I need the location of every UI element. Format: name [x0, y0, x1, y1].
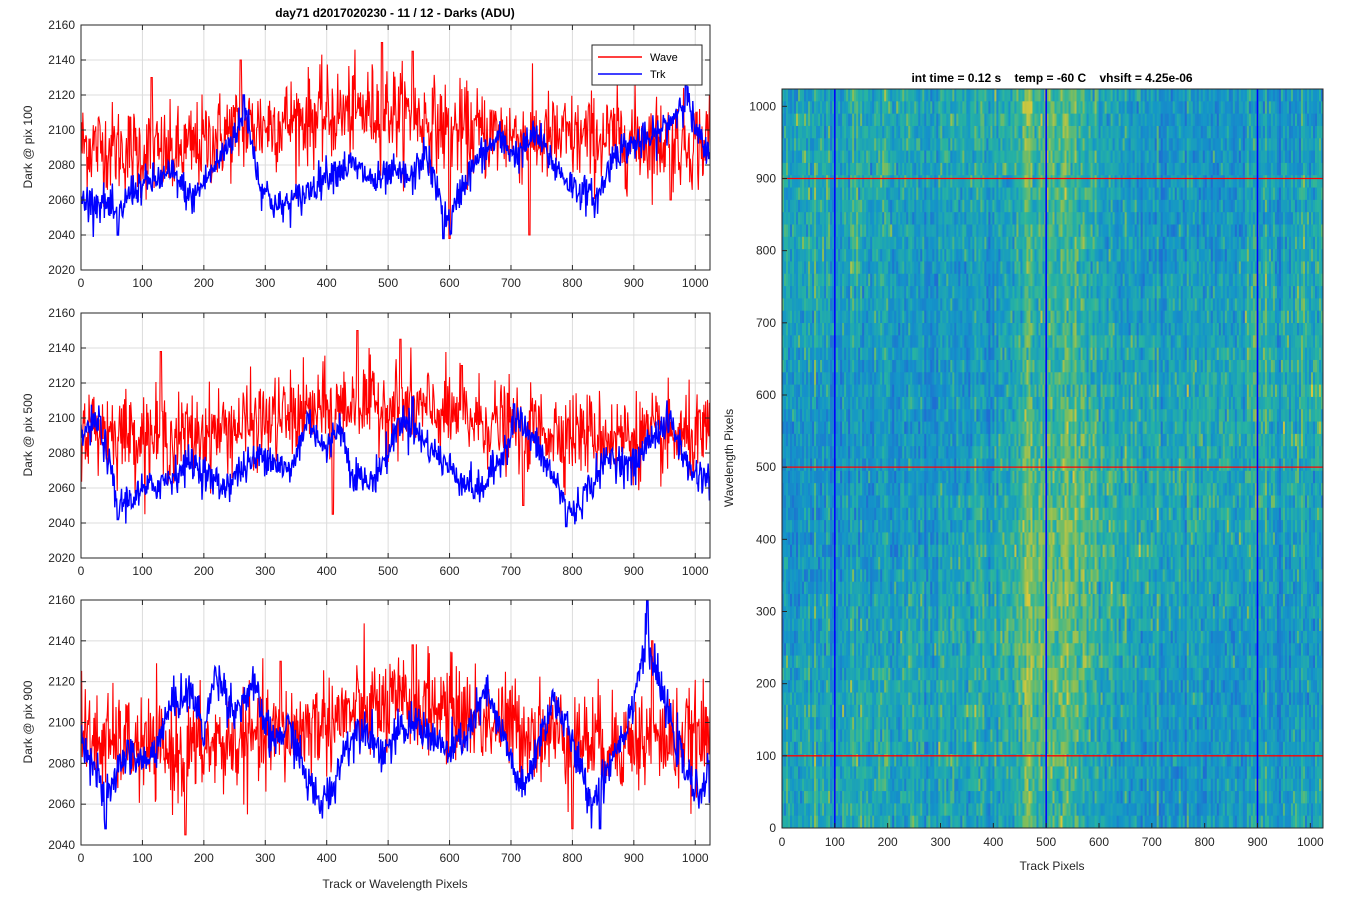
y-tick-label: 2160: [48, 593, 75, 607]
x-tick-label: 900: [624, 276, 644, 290]
legend-box: [592, 45, 702, 85]
x-tick-label: 200: [194, 276, 214, 290]
x-tick-label: 300: [255, 564, 275, 578]
x-tick-label: 0: [78, 564, 85, 578]
x-tick-label: 500: [378, 564, 398, 578]
y-tick-label: 2080: [48, 446, 75, 460]
heatmap-panel: 0 100 200 300 400 500 600 700 800 900 100001002003…: [722, 71, 1324, 873]
x-tick-label: 400: [317, 851, 337, 865]
x-tick-label: 100: [132, 851, 152, 865]
x-tick-label: 800: [562, 276, 582, 290]
x-tick-label: 1000: [682, 276, 709, 290]
y-tick-label: 2140: [48, 634, 75, 648]
x-tick-label: 0: [78, 276, 85, 290]
x-tick-label: 700: [501, 564, 521, 578]
panel-pix-500: 0 100 200 300 400 500 600 700 800 900 1000 2020 2040…: [21, 306, 710, 578]
panel-1-ylabel: Dark @ pix 100: [21, 105, 35, 188]
y-tick-label: 2160: [48, 18, 75, 32]
y-tick-label: 2120: [48, 376, 75, 390]
panel-pix-900: 0 100 200 300 400 500 600 700 800 900 1000 2040 2060…: [21, 593, 710, 891]
y-tick-label: 2100: [48, 123, 75, 137]
x-tick-label: 900: [624, 564, 644, 578]
x-tick-label: 700: [501, 276, 521, 290]
panel-3-xlabel: Track or Wavelength Pixels: [322, 877, 467, 891]
y-tick-label: 2040: [48, 228, 75, 242]
x-tick-label: 200: [194, 564, 214, 578]
x-tick-label: 800: [562, 851, 582, 865]
x-tick-label: 500: [378, 851, 398, 865]
x-tick-label: 400: [317, 564, 337, 578]
x-tick-label: 400: [317, 276, 337, 290]
y-tick-label: 2020: [48, 551, 75, 565]
panel-2-ylabel: Dark @ pix 500: [21, 393, 35, 476]
y-tick-label: 2100: [48, 411, 75, 425]
x-tick-label: 500: [378, 276, 398, 290]
x-tick-label: 800: [562, 564, 582, 578]
legend-wave-label: Wave: [650, 52, 678, 64]
y-tick-label: 2060: [48, 193, 75, 207]
heatmap-image: [782, 89, 1324, 829]
panel-1-title: day71 d2017020230 - 11 / 12 - Darks (ADU…: [275, 6, 514, 20]
y-tick-label: 2040: [48, 838, 75, 852]
y-tick-label: 2160: [48, 306, 75, 320]
legend: Wave Trk: [592, 45, 702, 85]
x-tick-label: 300: [255, 851, 275, 865]
y-tick-label: 2140: [48, 53, 75, 67]
y-tick-label: 2140: [48, 341, 75, 355]
legend-trk-label: Trk: [650, 69, 666, 81]
x-tick-label: 0: [78, 851, 85, 865]
panel-3-ylabel: Dark @ pix 900: [21, 680, 35, 763]
y-tick-label: 2060: [48, 797, 75, 811]
x-tick-label: 300: [255, 276, 275, 290]
y-tick-label: 2080: [48, 158, 75, 172]
x-tick-label: 100: [132, 276, 152, 290]
y-tick-label: 2120: [48, 88, 75, 102]
x-tick-label: 900: [624, 851, 644, 865]
y-tick-label: 2100: [48, 716, 75, 730]
y-tick-label: 2080: [48, 756, 75, 770]
y-tick-label: 2060: [48, 481, 75, 495]
x-tick-label: 600: [440, 276, 460, 290]
x-tick-label: 1000: [682, 564, 709, 578]
x-tick-label: 600: [440, 851, 460, 865]
x-tick-label: 100: [132, 564, 152, 578]
panel-pix-100: 0 100 200 300 400 500 600 700 800 900 1000 2020 2040…: [21, 6, 710, 290]
x-tick-label: 600: [440, 564, 460, 578]
y-tick-label: 2040: [48, 516, 75, 530]
x-tick-label: 700: [501, 851, 521, 865]
x-tick-label: 200: [194, 851, 214, 865]
x-tick-label: 1000: [682, 851, 709, 865]
y-tick-label: 2020: [48, 263, 75, 277]
y-tick-label: 2120: [48, 675, 75, 689]
